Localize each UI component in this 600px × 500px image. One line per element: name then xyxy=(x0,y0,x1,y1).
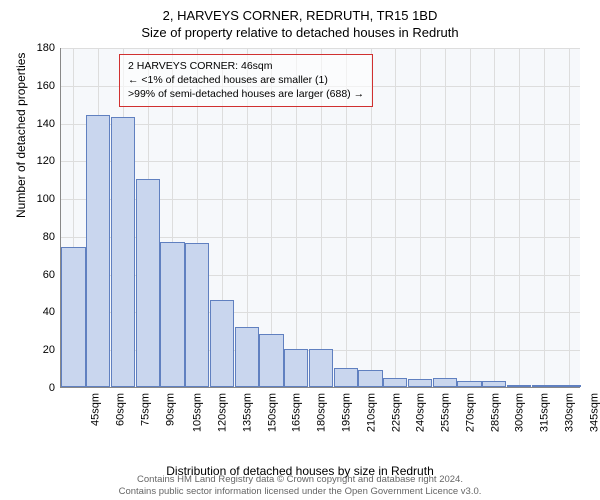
footer: Contains HM Land Registry data © Crown c… xyxy=(0,474,600,498)
xtick-label: 135sqm xyxy=(242,393,254,432)
histogram-bar xyxy=(334,368,358,387)
ytick-label: 100 xyxy=(37,193,55,205)
xtick-label: 45sqm xyxy=(90,393,102,426)
histogram-bar xyxy=(259,334,283,387)
plot-area: 02040608010012014016018045sqm60sqm75sqm9… xyxy=(60,48,580,388)
y-axis-label: Number of detached properties xyxy=(14,53,28,218)
xtick-label: 270sqm xyxy=(464,393,476,432)
gridline-v xyxy=(494,48,495,387)
histogram-bar xyxy=(507,385,531,387)
xtick-label: 120sqm xyxy=(217,393,229,432)
gridline-v xyxy=(569,48,570,387)
xtick-label: 60sqm xyxy=(115,393,127,426)
xtick-label: 180sqm xyxy=(316,393,328,432)
ytick-label: 120 xyxy=(37,155,55,167)
xtick-label: 255sqm xyxy=(440,393,452,432)
xtick-label: 105sqm xyxy=(192,393,204,432)
annotation-line1: 2 HARVEYS CORNER: 46sqm xyxy=(128,59,364,73)
gridline-v xyxy=(445,48,446,387)
ytick-label: 60 xyxy=(43,269,55,281)
histogram-bar xyxy=(556,385,580,387)
xtick-label: 195sqm xyxy=(341,393,353,432)
histogram-bar xyxy=(358,370,382,387)
gridline-v xyxy=(395,48,396,387)
histogram-bar xyxy=(457,381,481,387)
ytick-label: 20 xyxy=(43,344,55,356)
xtick-label: 150sqm xyxy=(266,393,278,432)
xtick-label: 240sqm xyxy=(415,393,427,432)
gridline-v xyxy=(470,48,471,387)
title-block: 2, HARVEYS CORNER, REDRUTH, TR15 1BD Siz… xyxy=(0,0,600,40)
histogram-bar xyxy=(408,379,432,387)
ytick-label: 40 xyxy=(43,306,55,318)
ytick-label: 160 xyxy=(37,80,55,92)
chart-area: 02040608010012014016018045sqm60sqm75sqm9… xyxy=(60,48,580,388)
ytick-label: 0 xyxy=(49,382,55,394)
xtick-label: 330sqm xyxy=(563,393,575,432)
annotation-line2: ← <1% of detached houses are smaller (1) xyxy=(128,73,364,87)
gridline-v xyxy=(544,48,545,387)
annotation-box: 2 HARVEYS CORNER: 46sqm ← <1% of detache… xyxy=(119,54,373,107)
xtick-label: 285sqm xyxy=(489,393,501,432)
histogram-bar xyxy=(86,115,110,387)
annotation-line3: >99% of semi-detached houses are larger … xyxy=(128,87,364,101)
histogram-bar xyxy=(383,378,407,387)
histogram-bar xyxy=(532,385,556,387)
xtick-label: 75sqm xyxy=(139,393,151,426)
xtick-label: 225sqm xyxy=(390,393,402,432)
xtick-label: 300sqm xyxy=(514,393,526,432)
histogram-bar xyxy=(185,243,209,387)
gridline-v xyxy=(519,48,520,387)
xtick-label: 165sqm xyxy=(291,393,303,432)
xtick-label: 90sqm xyxy=(164,393,176,426)
xtick-label: 315sqm xyxy=(539,393,551,432)
ytick-label: 180 xyxy=(37,42,55,54)
histogram-bar xyxy=(61,247,85,387)
ytick-label: 80 xyxy=(43,231,55,243)
xtick-label: 210sqm xyxy=(365,393,377,432)
histogram-bar xyxy=(433,378,457,387)
ytick-label: 140 xyxy=(37,118,55,130)
histogram-bar xyxy=(309,349,333,387)
histogram-bar xyxy=(111,117,135,387)
histogram-bar xyxy=(136,179,160,387)
footer-line2: Contains public sector information licen… xyxy=(0,486,600,498)
xtick-label: 345sqm xyxy=(588,393,600,432)
histogram-bar xyxy=(284,349,308,387)
histogram-bar xyxy=(235,327,259,387)
histogram-bar xyxy=(160,242,184,387)
gridline-v xyxy=(420,48,421,387)
footer-line1: Contains HM Land Registry data © Crown c… xyxy=(0,474,600,486)
histogram-bar xyxy=(210,300,234,387)
histogram-bar xyxy=(482,381,506,387)
title-line2: Size of property relative to detached ho… xyxy=(0,25,600,40)
title-line1: 2, HARVEYS CORNER, REDRUTH, TR15 1BD xyxy=(0,8,600,23)
